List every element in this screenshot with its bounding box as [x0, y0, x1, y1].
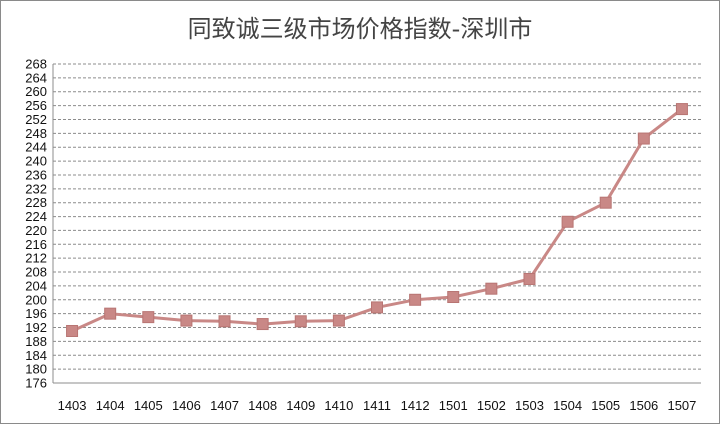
y-tick-label: 220	[25, 223, 47, 238]
x-tick-label: 1403	[58, 398, 87, 413]
data-point-marker	[332, 314, 345, 327]
data-point-marker	[447, 291, 460, 304]
data-point-marker	[142, 311, 155, 324]
data-point-marker	[599, 196, 612, 209]
y-tick-label: 184	[25, 348, 47, 363]
y-tick-label: 196	[25, 306, 47, 321]
x-tick-label: 1507	[667, 398, 696, 413]
chart-title: 同致诚三级市场价格指数-深圳市	[187, 15, 533, 43]
data-point-marker	[104, 307, 117, 320]
x-tick-label: 1406	[172, 398, 201, 413]
series-line	[71, 107, 683, 333]
x-tick-label: 1503	[515, 398, 544, 413]
data-point-marker	[523, 272, 536, 285]
y-tick-label: 192	[25, 320, 47, 335]
y-tick-label: 224	[25, 209, 47, 224]
y-tick-label: 264	[25, 70, 47, 85]
data-point-marker	[409, 293, 422, 306]
y-tick-label: 252	[25, 112, 47, 127]
y-tick-label: 180	[25, 362, 47, 377]
data-point-marker	[256, 318, 269, 331]
data-point-marker	[66, 324, 79, 337]
y-tick-label: 212	[25, 251, 47, 266]
x-tick-label: 1504	[553, 398, 582, 413]
data-point-marker	[561, 215, 574, 228]
y-tick-label: 236	[25, 167, 47, 182]
data-point-marker	[180, 314, 193, 327]
x-tick-label: 1506	[629, 398, 658, 413]
y-tick-label: 260	[25, 84, 47, 99]
y-tick-label: 228	[25, 195, 47, 210]
data-point-marker	[294, 315, 307, 328]
y-tick-label: 248	[25, 126, 47, 141]
x-tick-label: 1505	[591, 398, 620, 413]
y-tick-label: 216	[25, 237, 47, 252]
data-point-marker	[371, 301, 383, 314]
x-tick-label: 1410	[324, 398, 353, 413]
y-tick-label: 176	[25, 376, 47, 391]
x-tick-label: 1502	[477, 398, 506, 413]
data-point-marker	[637, 132, 650, 145]
data-point-marker	[485, 282, 498, 295]
y-tick-label: 240	[25, 154, 47, 169]
x-tick-label: 1411	[363, 398, 391, 413]
y-tick-label: 244	[25, 140, 47, 155]
y-tick-label: 268	[25, 57, 47, 72]
y-tick-label: 256	[25, 98, 47, 113]
x-tick-label: 1405	[134, 398, 163, 413]
x-tick-label: 1501	[439, 398, 468, 413]
data-point-marker	[218, 315, 231, 328]
data-point-marker	[675, 103, 688, 116]
x-tick-label: 1404	[96, 398, 125, 413]
x-tick-label: 1407	[210, 398, 239, 413]
y-tick-label: 200	[25, 292, 47, 307]
x-tick-label: 1408	[248, 398, 277, 413]
y-tick-label: 204	[25, 278, 47, 293]
x-tick-label: 1412	[401, 398, 430, 413]
y-tick-label: 208	[25, 265, 47, 280]
y-tick-label: 232	[25, 181, 47, 196]
x-tick-label: 1409	[286, 398, 315, 413]
y-tick-label: 188	[25, 334, 47, 349]
